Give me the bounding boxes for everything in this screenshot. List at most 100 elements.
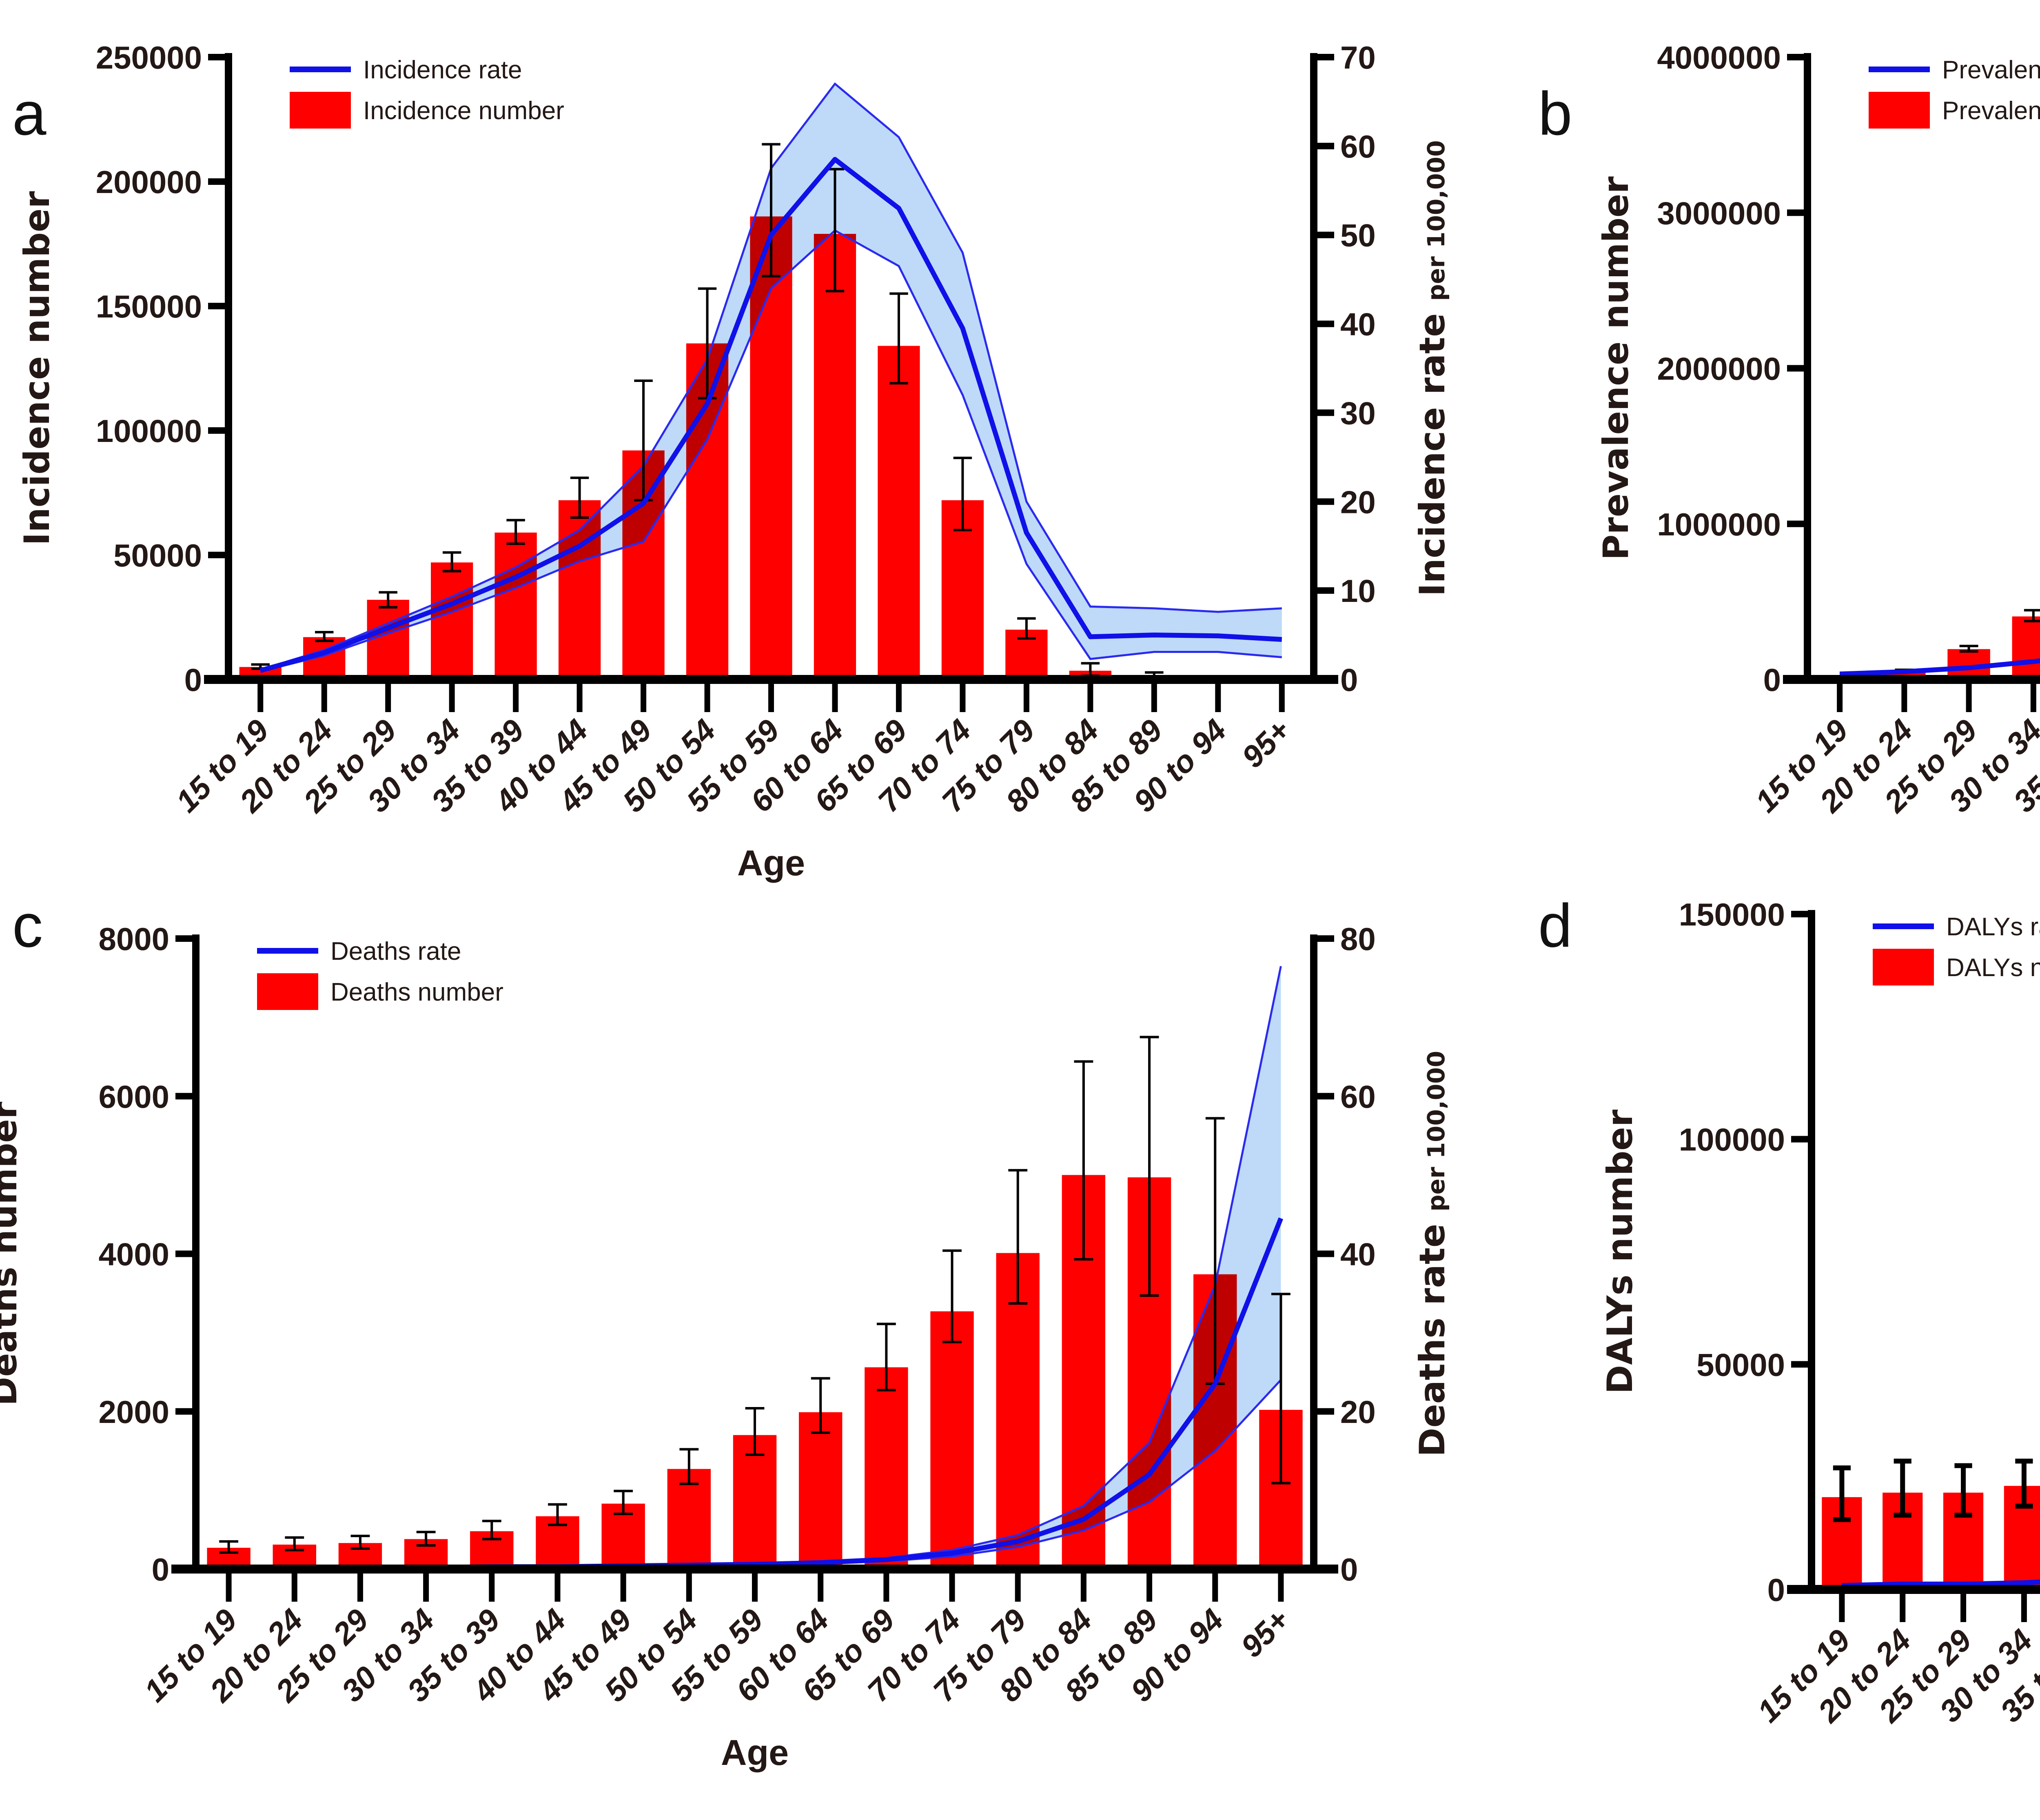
- error-bar: [942, 1249, 962, 1343]
- error-bar: [570, 476, 589, 519]
- left-y-tick-label: 2000: [98, 1394, 169, 1430]
- bar: [667, 1469, 711, 1569]
- bar: [865, 1367, 908, 1569]
- error-bar: [350, 1534, 370, 1550]
- chart-a: a 0 50000 100000 150000 200000 250000 0 10 20 30 40…: [12, 40, 1453, 883]
- error-bar: [679, 1448, 699, 1485]
- right-y-tick-label: 20: [1340, 484, 1376, 520]
- error-bar: [1959, 645, 1978, 653]
- rate-uncertainty-band: [1840, 659, 2040, 675]
- left-y-tick-label: 0: [184, 662, 202, 698]
- left-y-tick-label: 1000000: [1657, 506, 1781, 542]
- bar: [367, 599, 409, 679]
- panel-letter: d: [1538, 891, 1572, 960]
- error-bar: [315, 631, 334, 642]
- panel-d: d050000100000150000010020030040050015 to…: [1526, 890, 2040, 1818]
- error-bar: [548, 1503, 567, 1526]
- legend-line-label: DALYs rate: [1946, 913, 2040, 941]
- error-bar: [889, 292, 908, 385]
- legend-bar-swatch: [257, 973, 318, 1010]
- error-bar: [1271, 1292, 1291, 1485]
- error-bar: [416, 1531, 436, 1547]
- legend-bar-swatch: [1873, 949, 1934, 985]
- error-bar: [811, 1377, 830, 1434]
- right-y-axis-title: Deaths rate per 100,000: [1412, 1051, 1453, 1457]
- left-y-axis-title: Incidence number: [17, 191, 58, 546]
- left-y-tick-label: 0: [1763, 662, 1781, 698]
- right-y-axis-title-main: Deaths rate: [1412, 1212, 1453, 1457]
- left-y-tick-label: 150000: [1679, 897, 1785, 932]
- rate-uncertainty-band: [260, 84, 1282, 672]
- left-y-tick-label: 0: [1767, 1572, 1785, 1608]
- bar: [878, 346, 920, 679]
- panel-c: c 0 2000 4000 6000 8000 0 20 40 60 80 15 to 19 20 to…: [0, 890, 1526, 1818]
- legend-bar-swatch: [1869, 92, 1930, 129]
- panel-letter: c: [12, 891, 43, 960]
- rate-lower-bound-line: [1840, 661, 2040, 675]
- legend-bar-label: Deaths number: [330, 978, 503, 1006]
- rate-line: [259, 157, 1282, 673]
- error-bar: [876, 1323, 896, 1392]
- bar: [798, 1412, 843, 1569]
- error-bar: [953, 457, 972, 531]
- error-bar: [285, 1536, 304, 1551]
- left-y-tick-label: 0: [152, 1551, 169, 1587]
- left-y-tick-label: 100000: [96, 413, 202, 449]
- rate-line: [1842, 1579, 2040, 1588]
- right-y-tick-label: 30: [1340, 395, 1376, 431]
- right-y-tick-label: 50: [1340, 218, 1376, 253]
- error-bar: [2015, 1458, 2033, 1509]
- bar: [930, 1311, 974, 1569]
- legend-line-label: Incidence rate: [363, 56, 522, 84]
- bar: [733, 1435, 777, 1569]
- legend-line-label: Deaths rate: [330, 937, 461, 965]
- x-tick-label: 95+: [1234, 1602, 1296, 1664]
- chart-b: b010000002000000300000040000001000200030…: [1538, 40, 2040, 820]
- panel-b: b010000002000000300000040000001000200030…: [1526, 0, 2040, 890]
- right-y-axis-title-unit: per 100,000: [1422, 140, 1450, 301]
- rate-uncertainty-band: [1842, 1581, 2040, 1586]
- left-y-tick-label: 200000: [96, 164, 202, 200]
- rate-lower-bound-line: [260, 229, 1282, 673]
- left-y-tick-label: 3000000: [1657, 195, 1781, 231]
- bar: [2012, 616, 2040, 679]
- error-bar: [219, 1540, 238, 1554]
- bar: [431, 562, 473, 679]
- error-bar: [379, 591, 397, 609]
- x-tick-label: 95+: [1235, 713, 1297, 775]
- left-y-tick-label: 4000: [98, 1236, 169, 1272]
- panel-letter: b: [1538, 79, 1572, 148]
- left-y-tick-label: 150000: [96, 289, 202, 324]
- left-y-tick-label: 6000: [98, 1079, 169, 1114]
- right-y-tick-label: 40: [1340, 306, 1376, 342]
- error-bar: [614, 1489, 633, 1515]
- error-bar: [1894, 1458, 1911, 1518]
- x-axis-title: Age: [721, 1732, 789, 1773]
- error-bar: [442, 551, 461, 573]
- right-y-axis-title: Incidence rate per 100,000: [1412, 140, 1453, 597]
- right-y-axis-title-main: Incidence rate: [1412, 301, 1453, 596]
- right-y-tick-label: 80: [1340, 921, 1376, 957]
- left-y-tick-label: 50000: [1696, 1347, 1785, 1383]
- error-bar: [2024, 609, 2040, 623]
- error-bar: [1140, 1036, 1159, 1297]
- legend-bar-label: Prevalence number: [1942, 97, 2040, 125]
- x-axis-title: Age: [737, 843, 805, 883]
- left-y-tick-label: 2000000: [1657, 351, 1781, 387]
- bar: [996, 1253, 1040, 1569]
- error-bar: [506, 519, 525, 545]
- left-y-tick-label: 250000: [96, 40, 202, 75]
- error-bar: [762, 143, 781, 277]
- left-y-axis-title: DALYs number: [1600, 1109, 1641, 1394]
- right-y-tick-label: 60: [1340, 1079, 1376, 1114]
- right-y-tick-label: 60: [1340, 129, 1376, 164]
- error-bar: [745, 1407, 765, 1456]
- left-y-axis-title: Prevalence number: [1596, 176, 1636, 560]
- rate-upper-bound-line: [1840, 658, 2040, 675]
- left-y-axis-title: Deaths number: [0, 1101, 25, 1406]
- bar: [494, 533, 537, 679]
- right-y-tick-label: 10: [1340, 573, 1376, 609]
- right-y-tick-label: 70: [1340, 40, 1376, 75]
- legend-bar-swatch: [290, 92, 351, 129]
